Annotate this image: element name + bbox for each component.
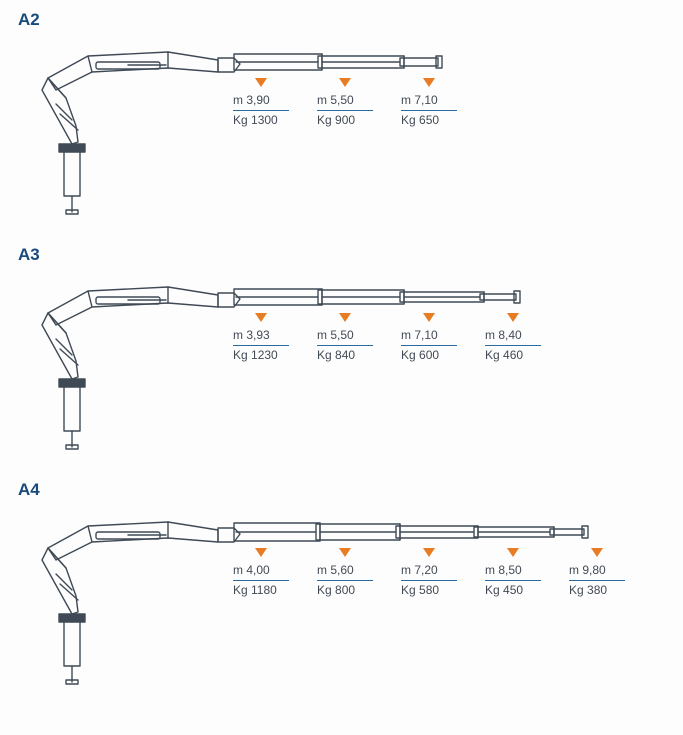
ext-distance: m 3,90 <box>233 91 289 111</box>
ext-distance: m 4,00 <box>233 561 289 581</box>
extension-point: m 7,10 Kg 650 <box>401 78 457 129</box>
arrow-icon <box>255 548 267 557</box>
ext-distance: m 5,50 <box>317 326 373 346</box>
extension-point: m 5,60 Kg 800 <box>317 548 373 599</box>
ext-capacity: Kg 800 <box>317 581 373 599</box>
arrow-icon <box>339 78 351 87</box>
variant-title: A4 <box>18 480 665 500</box>
variant-a2: A2 <box>18 10 665 217</box>
arrow-icon <box>423 313 435 322</box>
extension-point: m 7,10 Kg 600 <box>401 313 457 364</box>
ext-distance: m 5,60 <box>317 561 373 581</box>
arrow-icon <box>591 548 603 557</box>
arrow-icon <box>339 313 351 322</box>
ext-capacity: Kg 460 <box>485 346 541 364</box>
arrow-icon <box>507 548 519 557</box>
ext-distance: m 7,10 <box>401 91 457 111</box>
extension-point: m 5,50 Kg 840 <box>317 313 373 364</box>
ext-distance: m 8,40 <box>485 326 541 346</box>
arrow-icon <box>507 313 519 322</box>
extension-point: m 3,93 Kg 1230 <box>233 313 289 364</box>
extension-labels-a4: m 4,00 Kg 1180 m 5,60 Kg 800 m 7,20 Kg 5… <box>233 548 625 599</box>
arrow-icon <box>255 313 267 322</box>
extension-point: m 9,80 Kg 380 <box>569 548 625 599</box>
ext-capacity: Kg 840 <box>317 346 373 364</box>
ext-distance: m 7,10 <box>401 326 457 346</box>
arrow-icon <box>423 548 435 557</box>
ext-distance: m 9,80 <box>569 561 625 581</box>
ext-capacity: Kg 380 <box>569 581 625 599</box>
ext-capacity: Kg 650 <box>401 111 457 129</box>
ext-distance: m 5,50 <box>317 91 373 111</box>
ext-distance: m 7,20 <box>401 561 457 581</box>
extension-labels-a2: m 3,90 Kg 1300 m 5,50 Kg 900 m 7,10 Kg 6… <box>233 78 457 129</box>
arrow-icon <box>339 548 351 557</box>
extension-labels-a3: m 3,93 Kg 1230 m 5,50 Kg 840 m 7,10 Kg 6… <box>233 313 541 364</box>
ext-capacity: Kg 450 <box>485 581 541 599</box>
variant-a3: A3 <box>18 245 665 452</box>
ext-capacity: Kg 580 <box>401 581 457 599</box>
variant-a4: A4 <box>18 480 665 687</box>
variant-title: A2 <box>18 10 665 30</box>
ext-capacity: Kg 600 <box>401 346 457 364</box>
extension-point: m 5,50 Kg 900 <box>317 78 373 129</box>
extension-point: m 8,50 Kg 450 <box>485 548 541 599</box>
ext-distance: m 8,50 <box>485 561 541 581</box>
ext-capacity: Kg 1180 <box>233 581 289 599</box>
extension-point: m 4,00 Kg 1180 <box>233 548 289 599</box>
extension-point: m 3,90 Kg 1300 <box>233 78 289 129</box>
variant-title: A3 <box>18 245 665 265</box>
ext-capacity: Kg 1230 <box>233 346 289 364</box>
ext-distance: m 3,93 <box>233 326 289 346</box>
ext-capacity: Kg 1300 <box>233 111 289 129</box>
ext-capacity: Kg 900 <box>317 111 373 129</box>
arrow-icon <box>423 78 435 87</box>
arrow-icon <box>255 78 267 87</box>
extension-point: m 7,20 Kg 580 <box>401 548 457 599</box>
extension-point: m 8,40 Kg 460 <box>485 313 541 364</box>
